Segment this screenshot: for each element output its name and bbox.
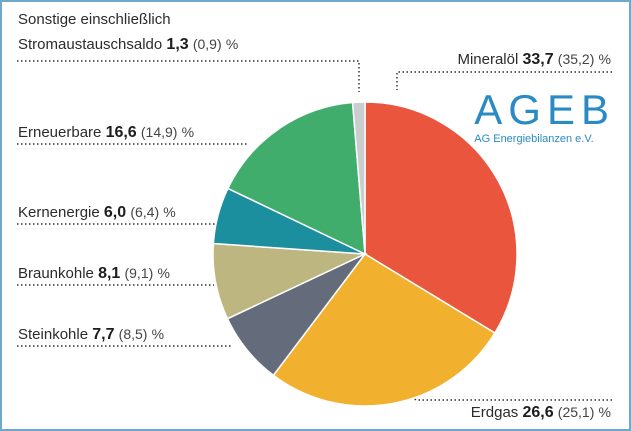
- unit-label: %: [225, 36, 239, 52]
- slice-label: Erneuerbare 16,6 (14,9) %: [18, 120, 194, 145]
- slice-label: Mineralöl 33,7 (35,2) %: [457, 47, 611, 72]
- previous-value-label: (14,9): [140, 124, 178, 140]
- previous-value-label: (8,5): [118, 326, 148, 342]
- previous-value-label: (0,9): [192, 36, 222, 52]
- category-label: Steinkohle: [18, 326, 89, 343]
- slice-label: Erdgas 26,6 (25,1) %: [471, 400, 611, 425]
- unit-label: %: [151, 326, 165, 342]
- logo-subtitle: AG Energiebilanzen e.V.: [474, 133, 594, 145]
- value-label: 1,3: [166, 36, 189, 53]
- pie-slice: [364, 101, 518, 335]
- slice-label: Sonstige einschließlich Stromaustauschsa…: [18, 8, 288, 57]
- value-label: 16,6: [105, 124, 137, 141]
- unit-label: %: [598, 51, 611, 67]
- previous-value-label: (9,1): [124, 265, 154, 281]
- leader-line: [406, 396, 612, 401]
- category-label: Erdgas: [470, 404, 519, 421]
- unit-label: %: [598, 404, 611, 420]
- value-label: 6,0: [103, 204, 127, 221]
- category-label: Erneuerbare: [18, 124, 102, 141]
- category-label: Mineralöl: [457, 51, 519, 68]
- value-label: 7,7: [92, 326, 115, 343]
- previous-value-label: (6,4): [130, 204, 160, 220]
- unit-label: %: [157, 265, 170, 281]
- logo-text: AGEB: [474, 86, 615, 133]
- logo: AGEB AG Energiebilanzen e.V.: [474, 88, 615, 146]
- category-label: Kernenergie: [18, 204, 100, 221]
- slice-label: Kernenergie 6,0 (6,4) %: [18, 200, 176, 225]
- pie-slice: [226, 101, 366, 256]
- unit-label: %: [163, 204, 176, 220]
- category-label: Braunkohle: [18, 265, 94, 282]
- value-label: 33,7: [522, 51, 554, 68]
- previous-value-label: (35,2): [557, 51, 595, 67]
- leader-line: [17, 60, 360, 92]
- category-label: Sonstige einschließlich Stromaustauschsa…: [18, 11, 171, 53]
- slice-label: Braunkohle 8,1 (9,1) %: [18, 261, 170, 286]
- unit-label: %: [181, 124, 195, 140]
- value-label: 8,1: [98, 265, 121, 282]
- slice-label: Steinkohle 7,7 (8,5) %: [18, 322, 164, 347]
- value-label: 26,6: [522, 404, 554, 421]
- pie-slice: [351, 101, 366, 255]
- pie-slice: [272, 253, 496, 407]
- previous-value-label: (25,1): [557, 404, 595, 420]
